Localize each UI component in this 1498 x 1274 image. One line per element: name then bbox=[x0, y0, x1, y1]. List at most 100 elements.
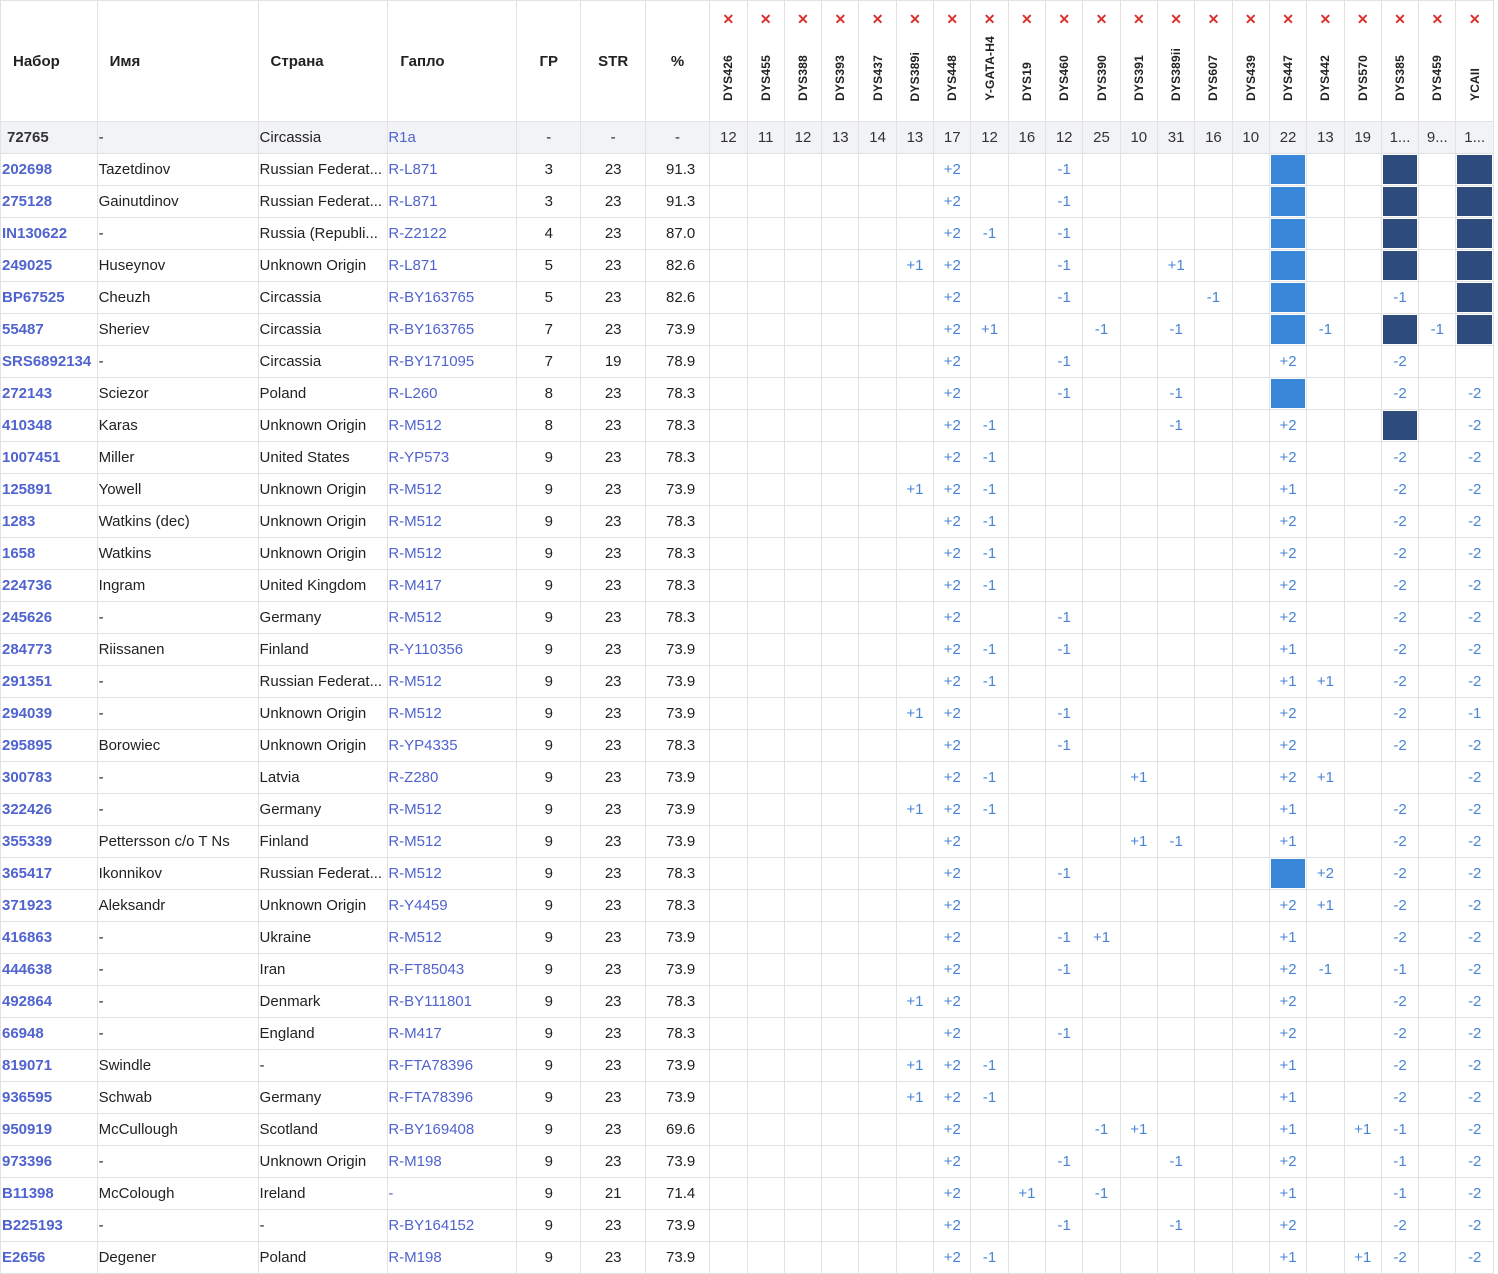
col-header-country[interactable]: Страна bbox=[257, 0, 389, 122]
kit-link[interactable]: 245626 bbox=[2, 609, 53, 626]
kit-link[interactable]: 202698 bbox=[2, 161, 53, 178]
haplo-link[interactable]: R-BY163765 bbox=[387, 281, 518, 314]
remove-marker-icon[interactable]: ✕ bbox=[1282, 11, 1294, 27]
haplo-link[interactable]: R-Y110356 bbox=[387, 633, 518, 666]
marker-header-dys389ii[interactable]: ✕ DYS389ii bbox=[1156, 0, 1196, 122]
haplo-link[interactable]: R-M512 bbox=[387, 857, 518, 890]
haplo-link[interactable]: R-L871 bbox=[387, 153, 518, 186]
remove-marker-icon[interactable]: ✕ bbox=[722, 11, 735, 27]
haplo-link[interactable]: R-M512 bbox=[387, 793, 518, 826]
haplo-link[interactable]: R-BY163765 bbox=[387, 313, 518, 346]
kit-link[interactable]: 272143 bbox=[2, 385, 53, 402]
kit-link[interactable]: E2656 bbox=[2, 1249, 46, 1266]
remove-marker-icon[interactable]: ✕ bbox=[1394, 11, 1406, 27]
haplo-link[interactable]: R-FTA78396 bbox=[387, 1049, 518, 1082]
kit-link[interactable]: 936595 bbox=[2, 1089, 53, 1106]
marker-header-dys455[interactable]: ✕ DYS455 bbox=[746, 0, 785, 122]
haplo-link[interactable]: R-Z280 bbox=[387, 761, 518, 794]
kit-link[interactable]: 249025 bbox=[2, 257, 53, 274]
marker-header-y-gata-h4[interactable]: ✕ Y-GATA-H4 bbox=[970, 0, 1009, 122]
haplo-link[interactable]: R-M512 bbox=[387, 921, 518, 954]
kit-link[interactable]: 294039 bbox=[2, 705, 53, 722]
kit-link[interactable]: SRS6892134 bbox=[2, 353, 92, 370]
haplo-link[interactable]: R-FT85043 bbox=[387, 953, 518, 986]
kit-link[interactable]: 284773 bbox=[2, 641, 53, 658]
marker-header-dys426[interactable]: ✕ DYS426 bbox=[709, 0, 748, 122]
haplo-link[interactable]: - bbox=[387, 1177, 518, 1210]
remove-marker-icon[interactable]: ✕ bbox=[834, 11, 847, 27]
col-header-str[interactable]: STR bbox=[580, 0, 646, 122]
remove-marker-icon[interactable]: ✕ bbox=[871, 11, 884, 27]
marker-header-dys607[interactable]: ✕ DYS607 bbox=[1194, 0, 1233, 122]
remove-marker-icon[interactable]: ✕ bbox=[1207, 11, 1220, 27]
col-header-pct[interactable]: % bbox=[644, 0, 711, 122]
haplo-link[interactable]: R-L871 bbox=[387, 249, 518, 282]
haplo-link[interactable]: R-Z2122 bbox=[387, 217, 518, 250]
remove-marker-icon[interactable]: ✕ bbox=[1058, 11, 1071, 27]
marker-header-dys447[interactable]: ✕ DYS447 bbox=[1268, 0, 1308, 122]
haplo-link[interactable]: R-M512 bbox=[387, 665, 518, 698]
kit-link[interactable]: BP67525 bbox=[2, 289, 65, 306]
haplo-link[interactable]: R-YP573 bbox=[387, 441, 518, 474]
marker-header-ycaii[interactable]: ✕ YCAII bbox=[1455, 0, 1494, 122]
col-header-kit[interactable]: Набор bbox=[0, 0, 98, 122]
kit-link[interactable]: 819071 bbox=[2, 1057, 53, 1074]
haplo-link[interactable]: R-YP4335 bbox=[387, 729, 518, 762]
remove-marker-icon[interactable]: ✕ bbox=[1170, 11, 1182, 27]
kit-link[interactable]: 371923 bbox=[2, 897, 53, 914]
remove-marker-icon[interactable]: ✕ bbox=[1244, 11, 1257, 27]
kit-link[interactable]: 950919 bbox=[2, 1121, 53, 1138]
haplo-link[interactable]: R-L871 bbox=[387, 185, 518, 218]
kit-link[interactable]: 365417 bbox=[2, 865, 53, 882]
haplo-link[interactable]: R-BY171095 bbox=[387, 345, 518, 378]
marker-header-dys385[interactable]: ✕ DYS385 bbox=[1380, 0, 1420, 122]
remove-marker-icon[interactable]: ✕ bbox=[909, 11, 921, 27]
kit-link[interactable]: 55487 bbox=[2, 321, 44, 338]
kit-link[interactable]: 224736 bbox=[2, 577, 53, 594]
haplo-link[interactable]: R-FTA78396 bbox=[387, 1081, 518, 1114]
kit-link[interactable]: 66948 bbox=[2, 1025, 44, 1042]
reference-haplo[interactable]: R1a bbox=[387, 121, 518, 154]
marker-header-dys393[interactable]: ✕ DYS393 bbox=[821, 0, 860, 122]
kit-link[interactable]: 355339 bbox=[2, 833, 53, 850]
kit-link[interactable]: 973396 bbox=[2, 1153, 53, 1170]
kit-link[interactable]: 1007451 bbox=[2, 449, 61, 466]
remove-marker-icon[interactable]: ✕ bbox=[1431, 11, 1444, 27]
kit-link[interactable]: 410348 bbox=[2, 417, 53, 434]
marker-header-dys391[interactable]: ✕ DYS391 bbox=[1119, 0, 1158, 122]
haplo-link[interactable]: R-M512 bbox=[387, 473, 518, 506]
remove-marker-icon[interactable]: ✕ bbox=[759, 11, 772, 27]
haplo-link[interactable]: R-M417 bbox=[387, 1017, 518, 1050]
marker-header-dys19[interactable]: ✕ DYS19 bbox=[1007, 0, 1047, 122]
remove-marker-icon[interactable]: ✕ bbox=[1319, 11, 1332, 27]
kit-link[interactable]: 295895 bbox=[2, 737, 53, 754]
haplo-link[interactable]: R-M512 bbox=[387, 505, 518, 538]
haplo-link[interactable]: R-M417 bbox=[387, 569, 518, 602]
remove-marker-icon[interactable]: ✕ bbox=[1356, 11, 1369, 27]
haplo-link[interactable]: R-M198 bbox=[387, 1241, 518, 1274]
kit-link[interactable]: 300783 bbox=[2, 769, 53, 786]
marker-header-dys460[interactable]: ✕ DYS460 bbox=[1045, 0, 1084, 122]
marker-header-dys437[interactable]: ✕ DYS437 bbox=[858, 0, 897, 122]
haplo-link[interactable]: R-M512 bbox=[387, 409, 518, 442]
remove-marker-icon[interactable]: ✕ bbox=[1021, 11, 1033, 27]
remove-marker-icon[interactable]: ✕ bbox=[797, 11, 809, 27]
kit-link[interactable]: 322426 bbox=[2, 801, 53, 818]
remove-marker-icon[interactable]: ✕ bbox=[1095, 11, 1108, 27]
marker-header-dys388[interactable]: ✕ DYS388 bbox=[783, 0, 823, 122]
col-header-gd[interactable]: ГР bbox=[516, 0, 582, 122]
kit-link[interactable]: 492864 bbox=[2, 993, 53, 1010]
kit-link[interactable]: 1283 bbox=[2, 513, 36, 530]
marker-header-dys442[interactable]: ✕ DYS442 bbox=[1306, 0, 1345, 122]
kit-link[interactable]: 275128 bbox=[2, 193, 53, 210]
remove-marker-icon[interactable]: ✕ bbox=[983, 11, 996, 27]
marker-header-dys439[interactable]: ✕ DYS439 bbox=[1231, 0, 1270, 122]
haplo-link[interactable]: R-M198 bbox=[387, 1145, 518, 1178]
marker-header-dys570[interactable]: ✕ DYS570 bbox=[1343, 0, 1382, 122]
col-header-name[interactable]: Имя bbox=[96, 0, 259, 122]
kit-link[interactable]: 444638 bbox=[2, 961, 53, 978]
haplo-link[interactable]: R-M512 bbox=[387, 537, 518, 570]
haplo-link[interactable]: R-BY169408 bbox=[387, 1113, 518, 1146]
haplo-link[interactable]: R-BY164152 bbox=[387, 1209, 518, 1242]
haplo-link[interactable]: R-L260 bbox=[387, 377, 518, 410]
